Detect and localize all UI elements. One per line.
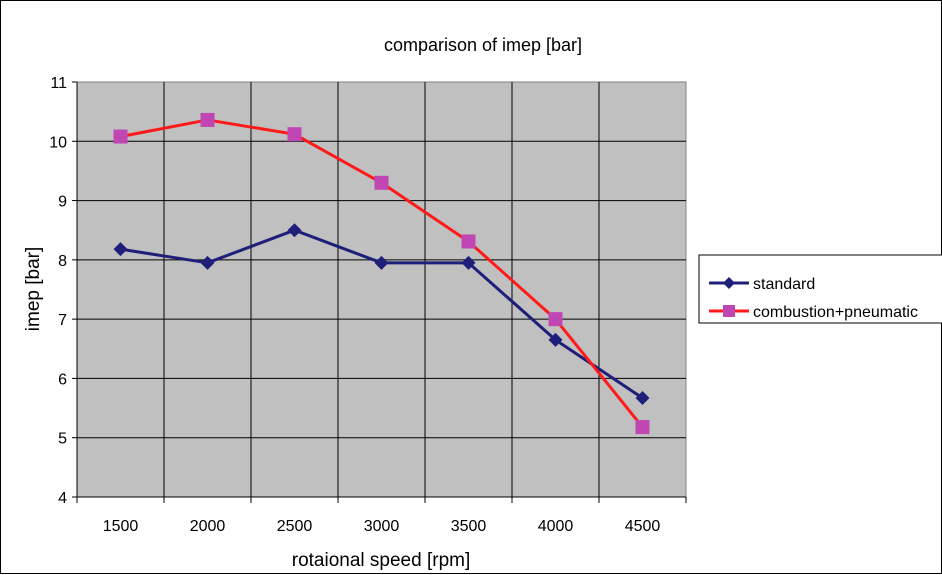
data-point-combustion-pneumatic (461, 234, 476, 249)
y-tick-label: 6 (58, 371, 67, 388)
x-tick-label: 3000 (364, 518, 400, 535)
x-tick-label: 4000 (538, 518, 574, 535)
series-group (113, 112, 650, 435)
data-point-standard (374, 255, 389, 270)
data-point-combustion-pneumatic (287, 127, 302, 142)
y-tick-label: 11 (50, 75, 67, 92)
axes (72, 81, 687, 503)
x-tick-label: 2500 (277, 518, 313, 535)
legend-marker-standard (723, 277, 735, 289)
grid-lines (77, 82, 686, 497)
y-tick-label: 7 (58, 312, 67, 329)
data-point-standard (113, 242, 128, 257)
y-tick-label: 10 (49, 134, 67, 151)
y-tick-label: 8 (58, 253, 67, 270)
legend-label-combustion-pneumatic: combustion+pneumatic (753, 304, 918, 321)
y-tick-label: 4 (58, 490, 67, 507)
data-point-standard (287, 223, 302, 238)
x-tick-label: 3500 (451, 518, 487, 535)
data-point-combustion-pneumatic (374, 175, 389, 190)
tick-labels: 4 5 6 7 8 9 10 11 1500 2000 2500 3000 3500 4000 4500 (49, 75, 660, 535)
chart-title: comparison of imep [bar] (384, 35, 582, 55)
data-point-combustion-pneumatic (548, 312, 563, 327)
data-point-standard (548, 332, 563, 347)
x-tick-label: 2000 (190, 518, 226, 535)
y-axis-title: imep [bar] (23, 247, 44, 331)
data-point-standard (461, 255, 476, 270)
data-point-standard (635, 390, 650, 405)
x-axis-title: rotaional speed [rpm] (292, 550, 471, 571)
y-tick-label: 5 (58, 431, 67, 448)
legend-label-standard: standard (753, 276, 815, 293)
x-tick-label: 1500 (103, 518, 139, 535)
data-point-combustion-pneumatic (113, 129, 128, 144)
plot-area (76, 81, 687, 498)
data-point-combustion-pneumatic (635, 420, 650, 435)
legend-item-combustion-pneumatic: combustion+pneumatic (709, 304, 918, 321)
x-tick-label: 4500 (625, 518, 661, 535)
y-tick-label: 9 (58, 194, 67, 211)
legend-item-standard: standard (709, 276, 815, 293)
legend-marker-combustion-pneumatic (723, 305, 735, 317)
data-point-combustion-pneumatic (200, 112, 215, 127)
data-point-standard (200, 255, 215, 270)
